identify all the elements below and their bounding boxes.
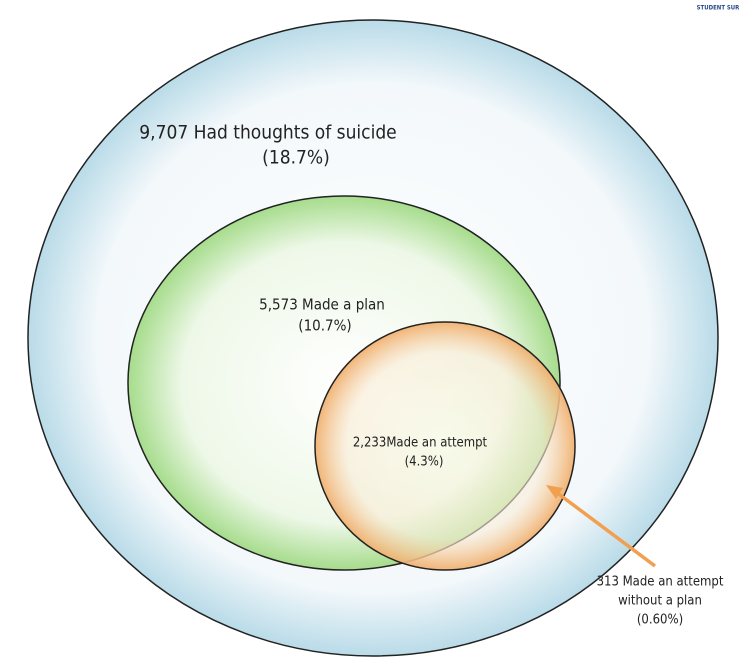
callout-line: without a plan <box>618 594 702 609</box>
node-label: 5,573 Made a plan <box>259 296 385 314</box>
header-tag: STUDENT SUR <box>697 5 740 12</box>
node-sublabel: (10.7%) <box>298 317 351 335</box>
callout-line: (0.60%) <box>637 613 683 628</box>
node-sublabel: (4.3%) <box>405 455 444 470</box>
node-label: 2,233Made an attempt <box>353 436 488 451</box>
arrow-head <box>546 485 563 499</box>
attempt-circle <box>314 321 576 571</box>
callout-line: 313 Made an attempt <box>597 575 724 590</box>
callout-arrow <box>554 490 657 568</box>
node-sublabel: (18.7%) <box>262 147 330 169</box>
node-label: 9,707 Had thoughts of suicide <box>139 122 396 144</box>
